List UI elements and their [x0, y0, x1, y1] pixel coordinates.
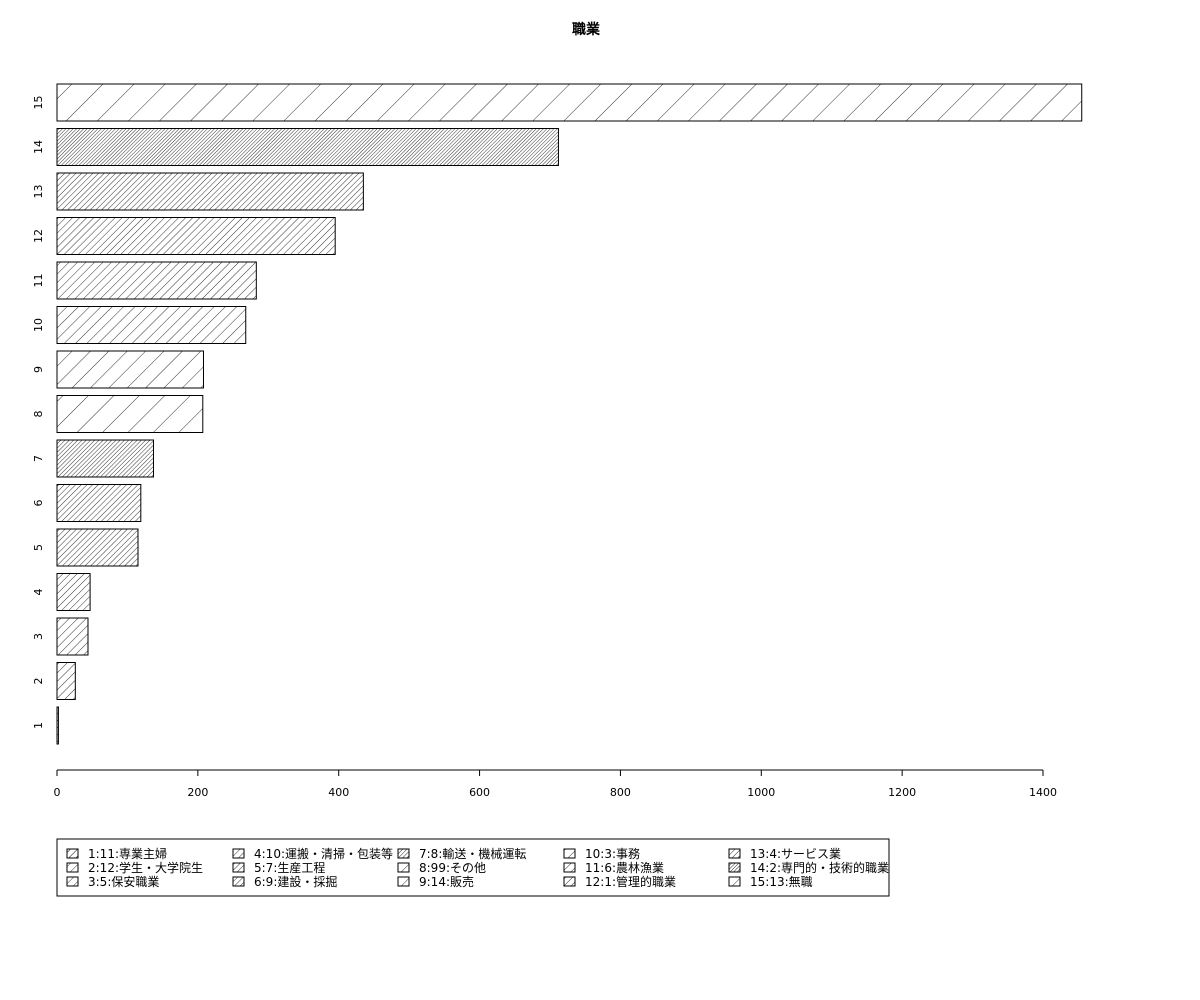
y-tick-label: 7 [32, 455, 45, 462]
y-tick-label: 11 [32, 274, 45, 288]
legend-label: 11:6:農林漁業 [585, 861, 664, 875]
bar-15 [56, 83, 1083, 122]
legend-item: 14:2:専門的・技術的職業 [728, 860, 889, 875]
legend-swatch [563, 848, 576, 859]
legend-item: 6:9:建設・採掘 [232, 874, 337, 889]
legend-item: 3:5:保安職業 [66, 874, 159, 889]
bar-3 [56, 617, 89, 656]
legend-item: 2:12:学生・大学院生 [66, 860, 203, 875]
legend-swatch [728, 876, 741, 887]
bar-11 [56, 261, 257, 300]
legend-item: 9:14:販売 [397, 874, 474, 889]
legend-label: 14:2:専門的・技術的職業 [750, 860, 889, 875]
x-tick-label: 800 [610, 786, 631, 799]
bar-1 [56, 706, 59, 745]
bar-5 [56, 528, 139, 567]
bar-12 [56, 217, 336, 255]
bar-7 [56, 439, 154, 478]
legend-label: 1:11:専業主婦 [88, 846, 167, 861]
chart-title: 職業 [572, 21, 601, 38]
legend-label: 9:14:販売 [419, 874, 474, 889]
legend-swatch [66, 848, 79, 859]
y-tick-label: 5 [32, 544, 45, 551]
legend-label: 4:10:運搬・清掃・包装等 [254, 846, 393, 861]
x-tick-label: 400 [328, 786, 349, 799]
legend-swatch [563, 862, 576, 873]
y-tick-label: 12 [32, 229, 45, 243]
legend-item: 8:99:その他 [397, 861, 486, 875]
x-tick-label: 1400 [1029, 786, 1057, 799]
legend-swatch [728, 848, 741, 859]
bar-13 [56, 172, 364, 211]
legend-swatch [66, 862, 79, 873]
bars-group [56, 83, 1083, 745]
bar-10 [56, 306, 247, 344]
legend-label: 3:5:保安職業 [88, 874, 159, 889]
y-tick-label: 14 [32, 140, 45, 154]
legend-item: 5:7:生産工程 [232, 860, 325, 875]
bar-6 [56, 484, 142, 522]
legend-label: 5:7:生産工程 [254, 860, 325, 875]
y-tick-label: 10 [32, 318, 45, 332]
legend-item: 4:10:運搬・清掃・包装等 [232, 846, 393, 861]
bar-9 [56, 350, 204, 389]
bar-4 [56, 573, 91, 611]
legend-swatch [563, 876, 576, 887]
bar-8 [56, 395, 204, 433]
legend-label: 12:1:管理的職業 [585, 874, 676, 889]
legend-swatch [728, 862, 741, 873]
legend-item: 7:8:輸送・機械運転 [397, 846, 526, 861]
bar-14 [56, 128, 559, 166]
y-tick-label: 8 [32, 411, 45, 418]
x-tick-label: 1200 [888, 786, 916, 799]
y-tick-label: 4 [32, 589, 45, 596]
x-tick-label: 0 [54, 786, 61, 799]
bar-2 [56, 662, 76, 700]
legend-item: 1:11:専業主婦 [66, 846, 167, 861]
y-tick-label: 2 [32, 678, 45, 685]
y-tick-label: 1 [32, 722, 45, 729]
legend-label: 13:4:サービス業 [750, 847, 841, 861]
legend-swatch [232, 876, 245, 887]
legend-item: 12:1:管理的職業 [563, 874, 676, 889]
y-tick-label: 15 [32, 96, 45, 110]
legend-swatch [232, 862, 245, 873]
legend-label: 15:13:無職 [750, 874, 813, 889]
legend-item: 13:4:サービス業 [728, 847, 841, 861]
legend-swatch [397, 862, 410, 873]
legend-label: 6:9:建設・採掘 [254, 874, 337, 889]
legend-box [56, 838, 890, 897]
legend-label: 7:8:輸送・機械運転 [419, 846, 526, 861]
legend-label: 2:12:学生・大学院生 [88, 860, 203, 875]
legend-swatch [397, 876, 410, 887]
legend-label: 8:99:その他 [419, 861, 486, 875]
y-tick-label: 3 [32, 633, 45, 640]
legend-swatch [66, 876, 79, 887]
y-tick-label: 9 [32, 366, 45, 373]
x-tick-label: 200 [187, 786, 208, 799]
x-tick-label: 1000 [747, 786, 775, 799]
x-axis: 0 200 400 600 800 1000 1200 1400 [54, 769, 1057, 799]
legend-item: 11:6:農林漁業 [563, 861, 664, 875]
x-tick-label: 600 [469, 786, 490, 799]
legend-item: 15:13:無職 [728, 874, 813, 889]
y-tick-label: 6 [32, 500, 45, 507]
legend-item: 10:3:事務 [563, 847, 640, 861]
legend-swatch [397, 848, 410, 859]
legend-swatch [232, 848, 245, 859]
y-tick-label: 13 [32, 185, 45, 199]
legend-label: 10:3:事務 [585, 847, 640, 861]
